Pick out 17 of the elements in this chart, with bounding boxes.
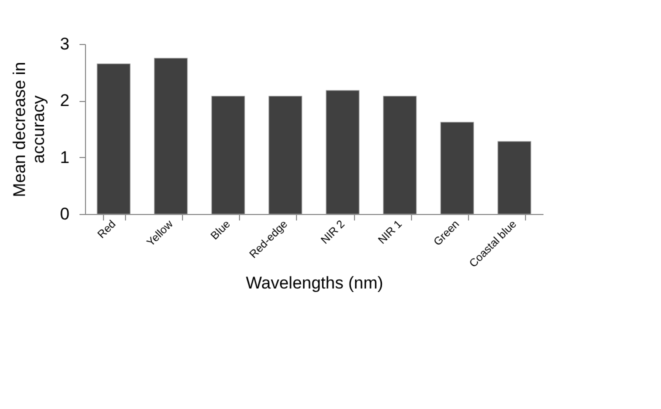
x-tick-label: NIR 1	[376, 218, 405, 247]
y-tick-label: 1	[60, 148, 70, 167]
bar	[154, 58, 188, 214]
x-axis-title: Wavelengths (nm)	[246, 273, 384, 292]
bar	[211, 96, 245, 214]
bar	[383, 96, 417, 214]
y-tick-label: 2	[60, 91, 70, 110]
y-tick-label: 0	[60, 204, 70, 224]
x-tick-label: Blue	[208, 218, 233, 242]
x-tick-label: NIR 2	[318, 218, 348, 247]
bar	[96, 64, 130, 214]
y-tick-label: 3	[60, 34, 70, 54]
bar	[326, 90, 360, 214]
bar	[440, 122, 474, 214]
y-axis-title: Mean decrease in accuracy	[10, 62, 48, 198]
bar	[268, 96, 302, 214]
bar	[498, 141, 532, 214]
